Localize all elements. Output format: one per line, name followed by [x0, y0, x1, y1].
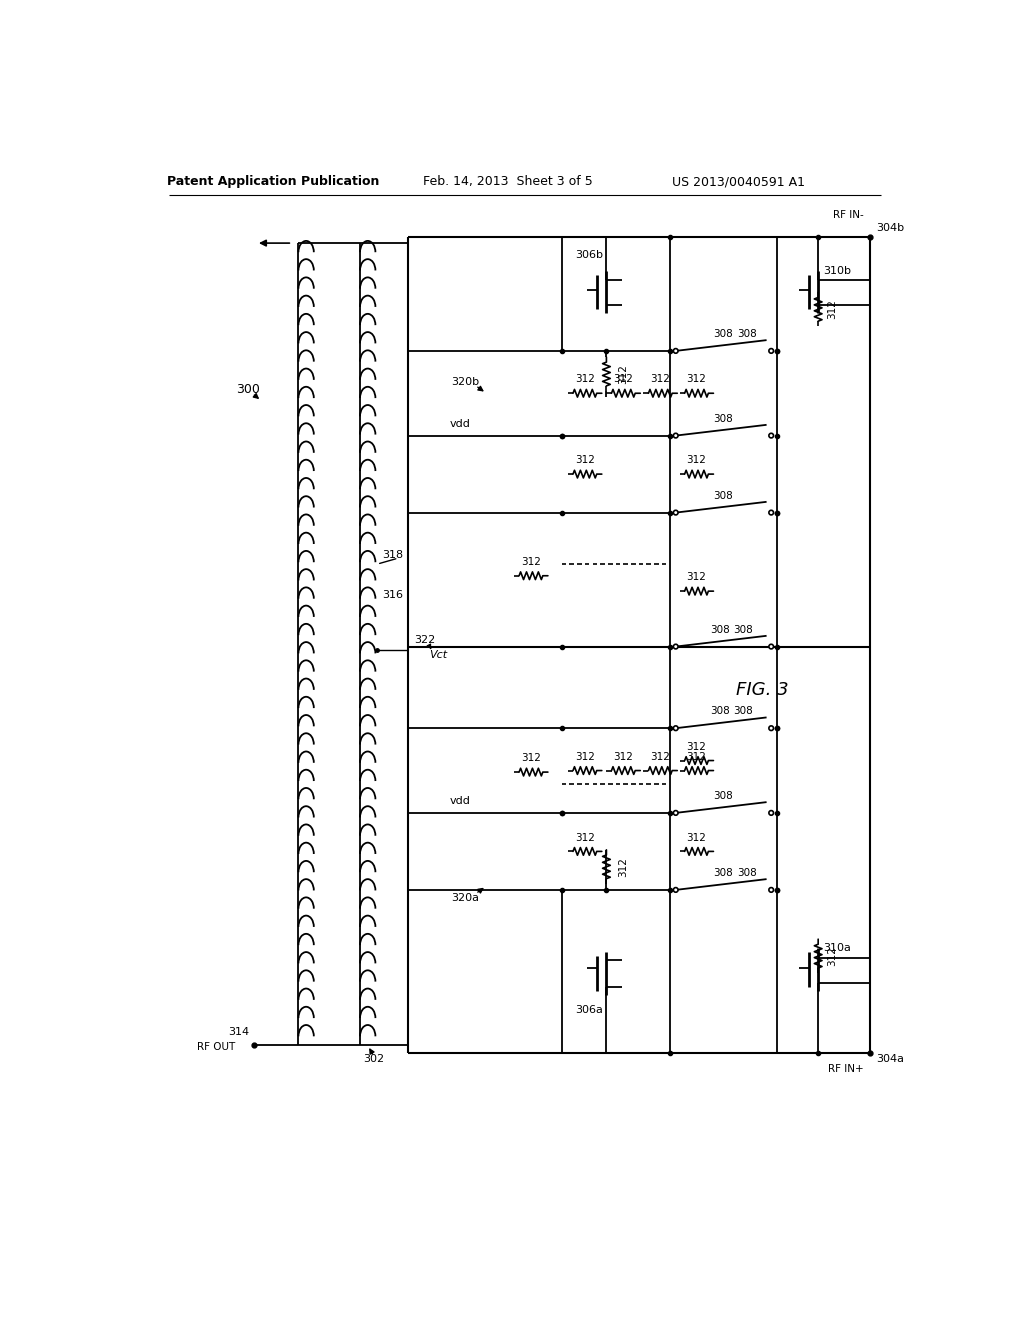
- Text: 312: 312: [521, 557, 541, 566]
- Circle shape: [674, 433, 678, 438]
- Text: 312: 312: [686, 742, 707, 751]
- Text: 312: 312: [686, 455, 707, 465]
- Text: 312: 312: [686, 833, 707, 842]
- Text: 312: 312: [827, 946, 837, 966]
- Circle shape: [769, 644, 773, 649]
- Text: 312: 312: [686, 375, 707, 384]
- Text: 312: 312: [686, 751, 707, 762]
- Text: 312: 312: [613, 375, 633, 384]
- Text: 308: 308: [714, 869, 733, 878]
- Text: 312: 312: [574, 833, 595, 842]
- Text: US 2013/0040591 A1: US 2013/0040591 A1: [673, 176, 805, 187]
- Circle shape: [769, 726, 773, 730]
- Text: 308: 308: [736, 869, 757, 878]
- Text: 306a: 306a: [575, 1005, 603, 1015]
- Text: 312: 312: [613, 751, 633, 762]
- Text: 308: 308: [733, 624, 753, 635]
- Text: 308: 308: [714, 329, 733, 339]
- Text: 308: 308: [710, 624, 729, 635]
- Text: 312: 312: [650, 375, 671, 384]
- Circle shape: [674, 726, 678, 730]
- Text: Feb. 14, 2013  Sheet 3 of 5: Feb. 14, 2013 Sheet 3 of 5: [423, 176, 593, 187]
- Text: 312: 312: [618, 364, 629, 384]
- Text: 312: 312: [521, 754, 541, 763]
- Text: 304b: 304b: [876, 223, 904, 232]
- Text: 308: 308: [736, 329, 757, 339]
- Text: 312: 312: [574, 751, 595, 762]
- Text: 308: 308: [733, 706, 753, 717]
- Circle shape: [674, 644, 678, 649]
- Circle shape: [769, 433, 773, 438]
- Text: 308: 308: [710, 706, 729, 717]
- Circle shape: [674, 810, 678, 816]
- Text: 302: 302: [364, 1055, 384, 1064]
- Circle shape: [769, 810, 773, 816]
- Text: 304a: 304a: [876, 1055, 904, 1064]
- Text: 314: 314: [227, 1027, 249, 1036]
- Circle shape: [674, 511, 678, 515]
- Text: RF IN-: RF IN-: [833, 210, 863, 220]
- Text: 310a: 310a: [823, 944, 851, 953]
- Text: 306b: 306b: [575, 251, 603, 260]
- Text: 322: 322: [414, 635, 435, 644]
- Text: vdd: vdd: [450, 796, 471, 807]
- Circle shape: [769, 511, 773, 515]
- Circle shape: [769, 348, 773, 354]
- Text: RF OUT: RF OUT: [197, 1041, 236, 1052]
- Text: 312: 312: [618, 857, 629, 876]
- Text: 310b: 310b: [823, 265, 851, 276]
- Text: 312: 312: [650, 751, 671, 762]
- Text: 308: 308: [714, 491, 733, 500]
- Text: 308: 308: [714, 791, 733, 801]
- Text: 320b: 320b: [452, 376, 479, 387]
- Text: 300: 300: [236, 383, 259, 396]
- Text: 308: 308: [714, 413, 733, 424]
- Text: Vct: Vct: [429, 649, 447, 660]
- Text: 318: 318: [382, 550, 402, 560]
- Text: Patent Application Publication: Patent Application Publication: [167, 176, 379, 187]
- Text: 312: 312: [686, 573, 707, 582]
- Text: vdd: vdd: [450, 418, 471, 429]
- Text: 312: 312: [574, 375, 595, 384]
- Circle shape: [769, 887, 773, 892]
- Text: 312: 312: [574, 455, 595, 465]
- Text: 320a: 320a: [452, 892, 479, 903]
- Text: RF IN+: RF IN+: [828, 1064, 863, 1073]
- Circle shape: [674, 348, 678, 354]
- Text: FIG. 3: FIG. 3: [735, 681, 788, 698]
- Circle shape: [674, 887, 678, 892]
- Text: 316: 316: [382, 590, 402, 601]
- Text: 312: 312: [827, 300, 837, 319]
